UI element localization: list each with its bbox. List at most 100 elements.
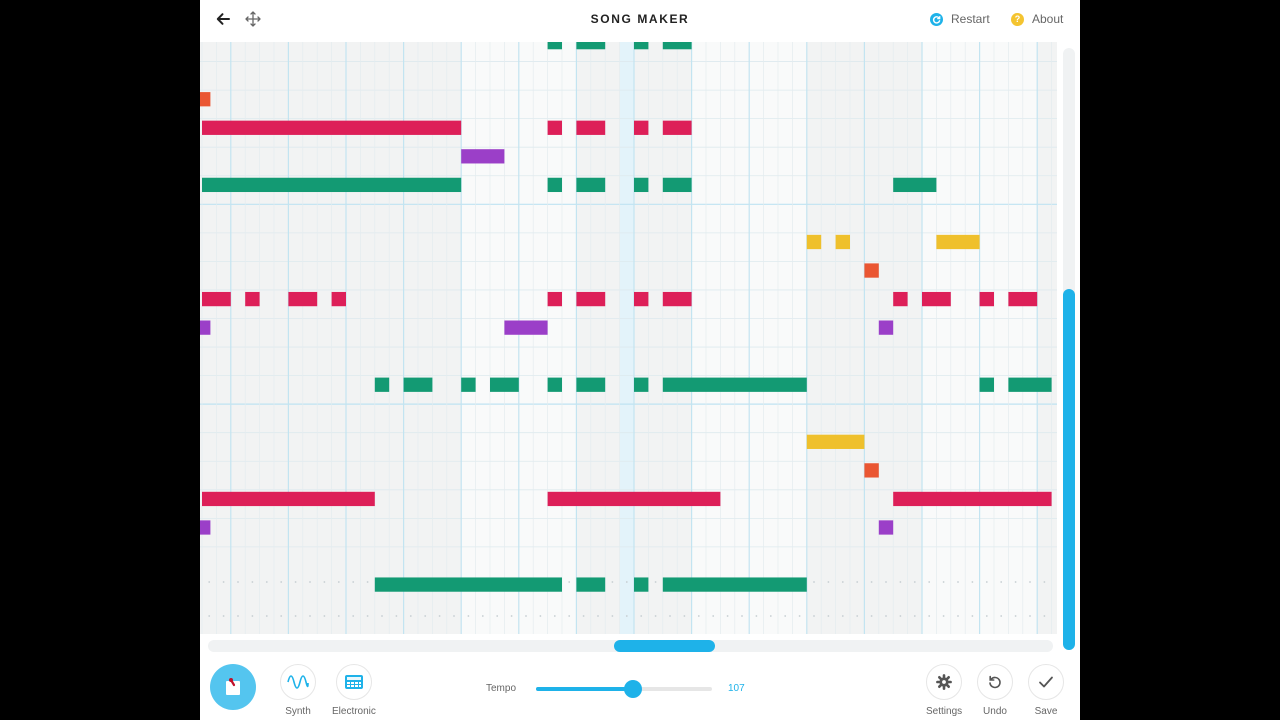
percussion-dot (568, 581, 571, 583)
percussion-dot (323, 615, 326, 617)
settings-button[interactable]: Settings (926, 664, 962, 717)
percussion-dot (1014, 615, 1017, 617)
marimba-icon (226, 678, 240, 695)
note-block (662, 120, 692, 135)
percussion-dot (1014, 581, 1017, 583)
percussion-dot (1000, 615, 1003, 617)
restart-icon (930, 12, 943, 26)
undo-icon (989, 675, 1001, 689)
electronic-button[interactable]: Electronic (332, 664, 376, 717)
tempo-slider[interactable] (536, 680, 712, 698)
save-button[interactable]: Save (1028, 664, 1064, 717)
percussion-dot (957, 615, 959, 617)
note-block (634, 177, 649, 193)
vertical-scrollbar[interactable] (1063, 48, 1075, 650)
percussion-dot (942, 581, 945, 583)
percussion-dot (899, 615, 902, 617)
note-block (461, 149, 505, 164)
percussion-dot (841, 581, 844, 583)
percussion-dot (309, 615, 311, 617)
note-block (461, 377, 476, 392)
percussion-dot (1029, 581, 1031, 583)
note-block (806, 234, 822, 250)
horizontal-scroll-thumb[interactable] (613, 640, 715, 652)
tempo-slider-fill (536, 687, 633, 691)
electronic-label: Electronic (332, 706, 376, 717)
waveform-icon (287, 675, 309, 689)
percussion-dot (309, 581, 311, 583)
note-block (878, 520, 894, 535)
percussion-dot (697, 615, 700, 617)
song-maker-app: SONG MAKER Restart ? About (200, 0, 1080, 720)
page-title: SONG MAKER (590, 12, 690, 26)
percussion-dot (323, 581, 326, 583)
percussion-dot (1000, 581, 1003, 583)
percussion-dot (395, 615, 398, 617)
note-grid[interactable] (200, 42, 1057, 634)
header: SONG MAKER Restart ? About (200, 0, 1080, 40)
percussion-dot (870, 581, 873, 583)
undo-icon-circle (977, 664, 1013, 700)
move-button[interactable] (242, 0, 264, 38)
percussion-dot (813, 581, 815, 583)
percussion-dot (381, 615, 383, 617)
percussion-dot (237, 615, 239, 617)
note-block (806, 434, 865, 449)
note-block (576, 577, 606, 592)
note-block (374, 577, 562, 592)
percussion-dot (294, 615, 297, 617)
percussion-dot (827, 581, 830, 583)
percussion-dot (251, 581, 254, 583)
horizontal-scrollbar[interactable] (208, 640, 1053, 652)
note-block (1008, 377, 1052, 392)
percussion-dot (899, 581, 902, 583)
note-block (547, 42, 562, 50)
back-button[interactable] (212, 0, 234, 38)
percussion-dot (582, 615, 585, 617)
tempo-slider-handle[interactable] (623, 680, 642, 698)
percussion-dot (453, 615, 455, 617)
note-block (547, 120, 562, 135)
percussion-dot (337, 615, 340, 617)
undo-button[interactable]: Undo (977, 664, 1013, 717)
note-block (1008, 291, 1038, 307)
percussion-dot (222, 581, 225, 583)
percussion-dot (438, 615, 441, 617)
percussion-dot (913, 615, 916, 617)
save-label: Save (1034, 706, 1058, 717)
move-arrows-icon (245, 11, 261, 27)
electronic-icon-circle (335, 664, 372, 700)
percussion-dot (352, 615, 355, 617)
check-icon (1039, 676, 1053, 688)
note-block (662, 291, 692, 307)
vertical-scroll-thumb[interactable] (1063, 288, 1075, 650)
note-block (576, 42, 606, 50)
restart-label: Restart (951, 12, 990, 26)
instrument-button[interactable] (210, 664, 256, 710)
note-block (864, 263, 879, 278)
percussion-dot (942, 615, 945, 617)
note-block (878, 320, 894, 335)
about-label: About (1032, 12, 1064, 26)
note-block (893, 491, 1052, 507)
percussion-dot (611, 615, 614, 617)
percussion-dot (971, 581, 974, 583)
restart-button[interactable]: Restart (930, 0, 990, 38)
note-block (202, 120, 462, 135)
percussion-dot (352, 581, 355, 583)
save-icon-circle (1028, 664, 1064, 700)
tempo-label: Tempo (486, 683, 517, 694)
note-grid-canvas[interactable] (200, 42, 1057, 634)
percussion-dot (294, 581, 297, 583)
percussion-dot (971, 615, 974, 617)
note-block (893, 291, 908, 307)
percussion-dot (985, 615, 988, 617)
percussion-dot (784, 615, 787, 617)
note-block (504, 320, 548, 335)
percussion-dot (366, 581, 369, 583)
about-button[interactable]: ? About (1011, 0, 1063, 38)
note-block (576, 120, 606, 135)
synth-button[interactable]: Synth (280, 664, 316, 717)
note-block (662, 177, 692, 193)
drum-machine-icon (344, 675, 363, 689)
